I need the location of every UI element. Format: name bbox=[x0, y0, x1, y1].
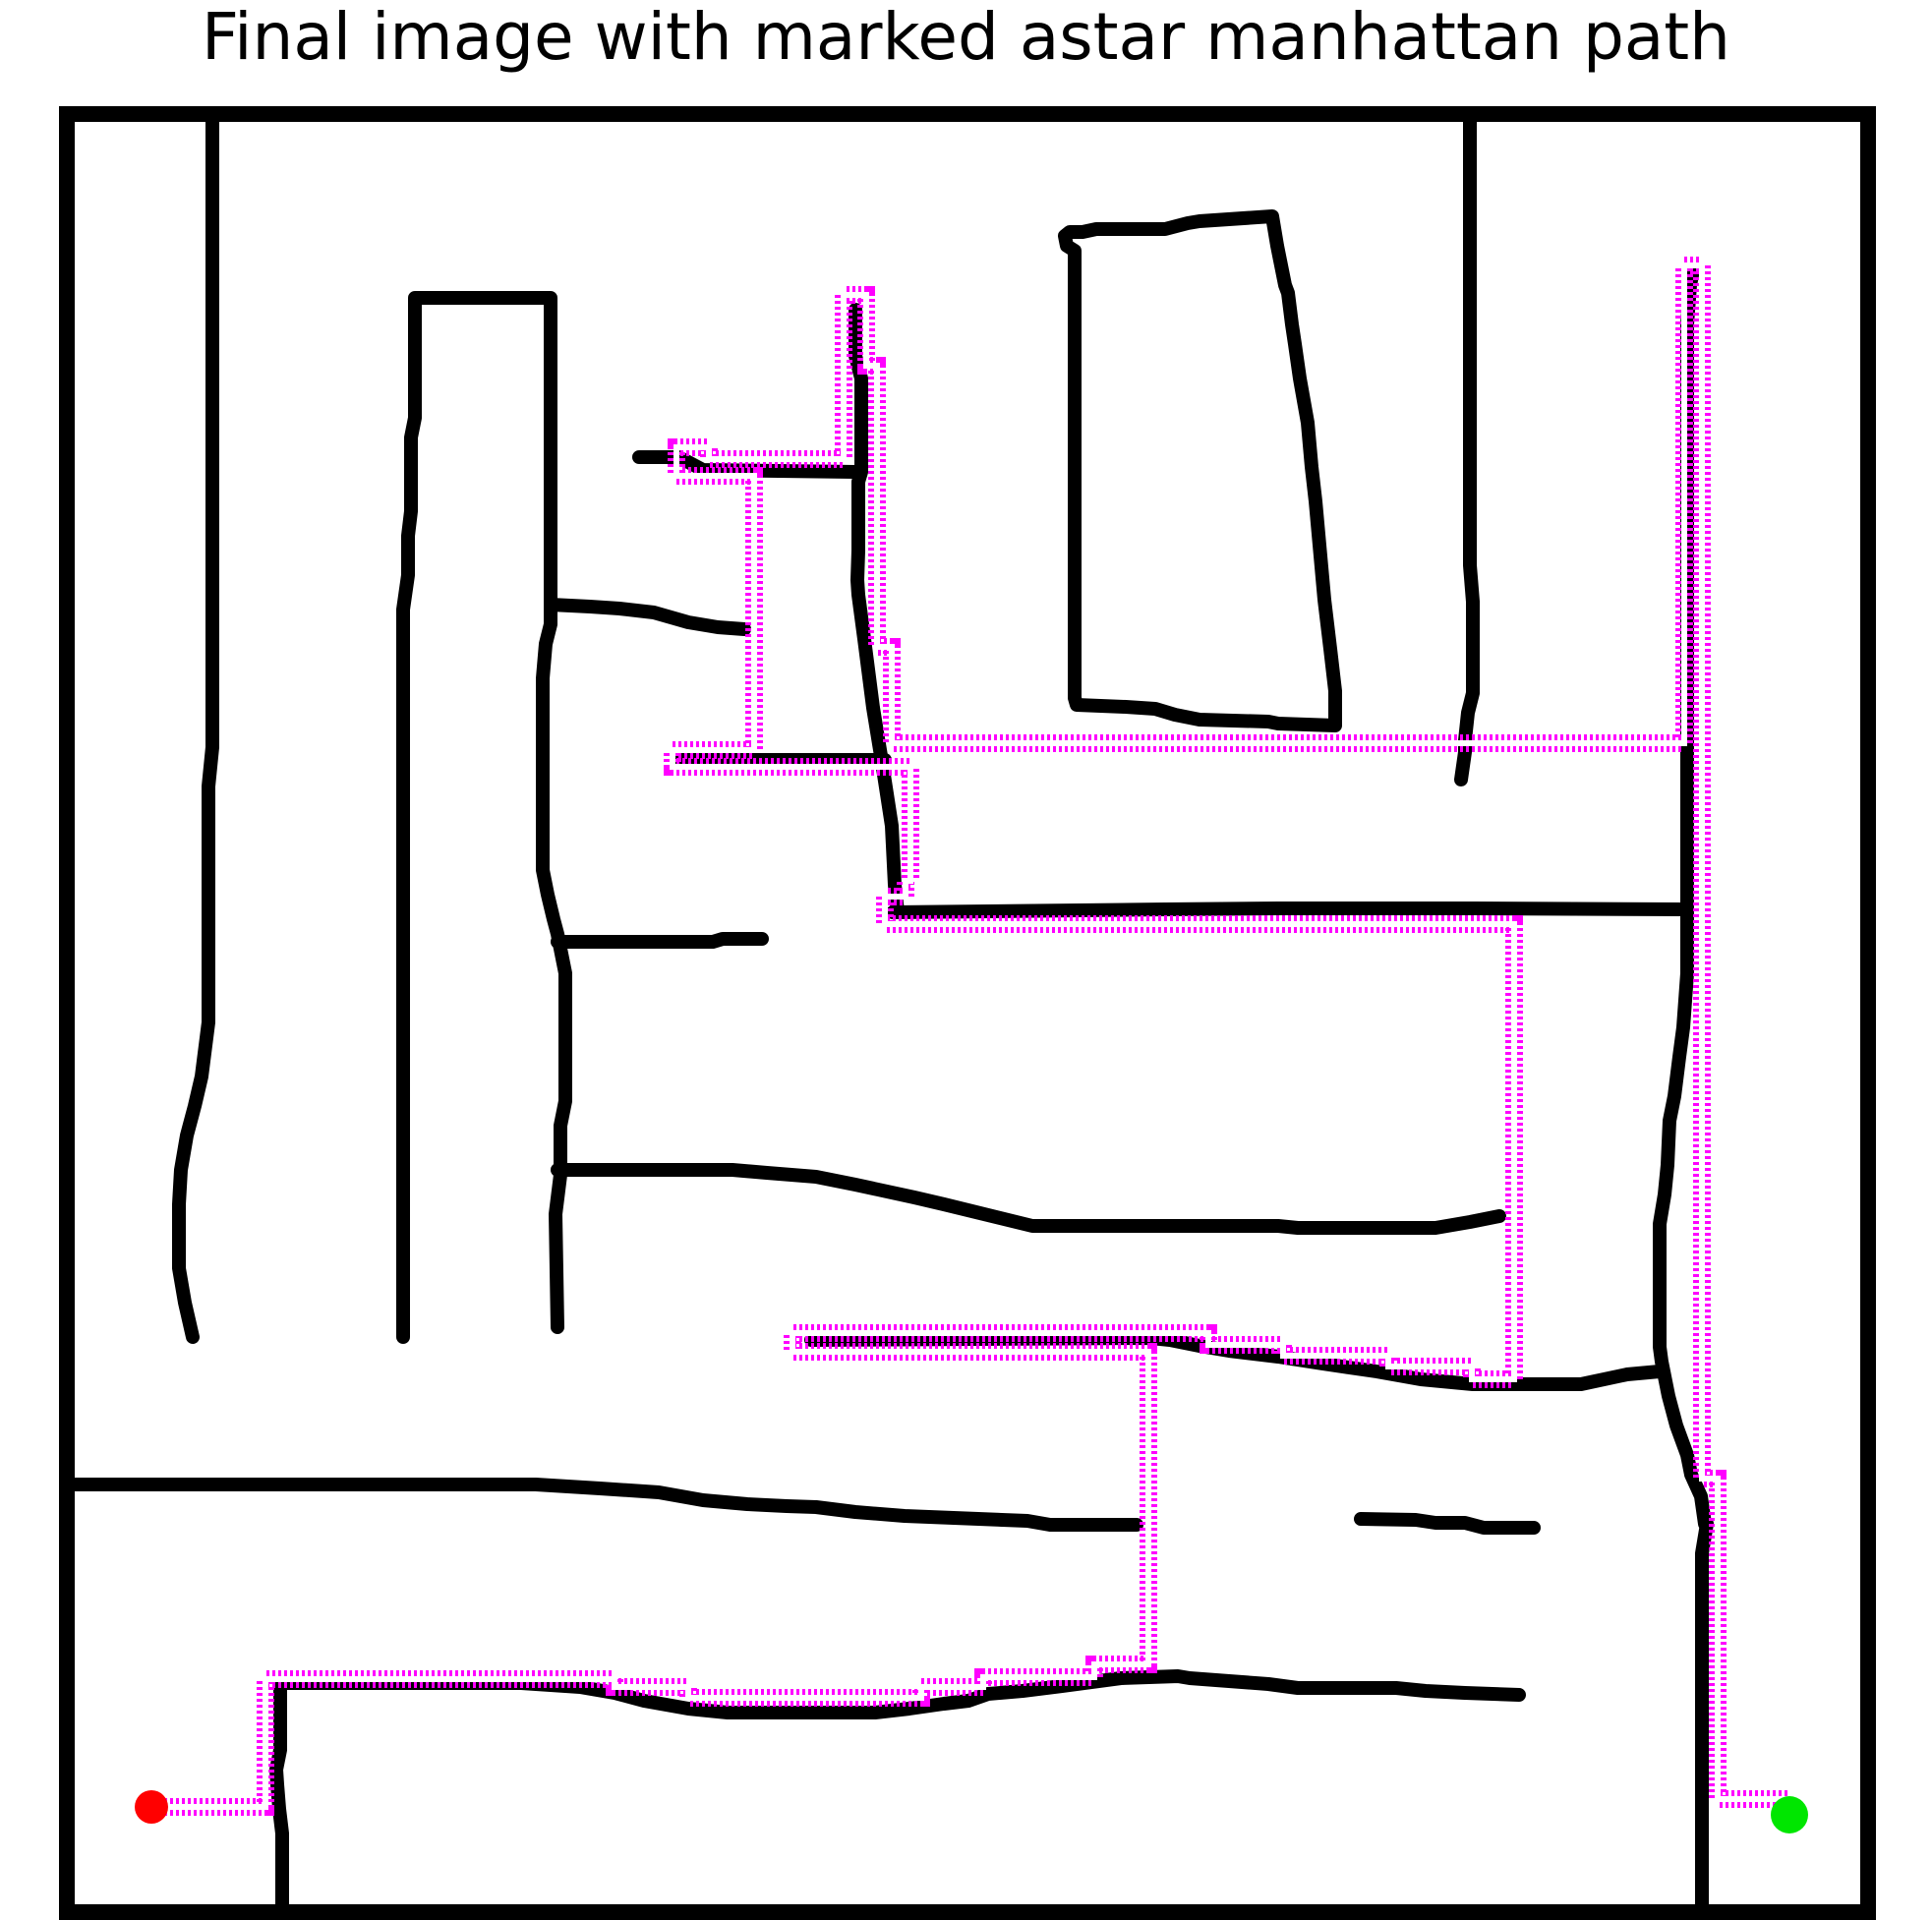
wall-lower-long bbox=[68, 1478, 1143, 1532]
wall-left-vertical bbox=[172, 115, 219, 1344]
wall-top-right-vertical bbox=[1454, 115, 1480, 786]
start-marker bbox=[135, 1790, 168, 1824]
wall-box bbox=[1058, 209, 1342, 732]
wall-long-wavy bbox=[551, 1163, 1506, 1235]
astar-path-core bbox=[152, 262, 1787, 1810]
maze-walls bbox=[68, 115, 1714, 1914]
maze-border bbox=[59, 106, 1876, 1920]
wall-right-lower-vertical bbox=[1695, 1517, 1714, 1914]
wall-stub-2 bbox=[551, 932, 769, 949]
wall-top-branch bbox=[849, 303, 905, 919]
goal-marker bbox=[1771, 1796, 1808, 1833]
figure-title: Final image with marked astar manhattan … bbox=[201, 0, 1731, 75]
astar-path bbox=[152, 257, 1787, 1816]
wall-left-pillar bbox=[396, 291, 572, 1344]
wall-stub-1 bbox=[544, 598, 751, 636]
wall-long-horizontal bbox=[886, 902, 1694, 919]
wall-small-dash bbox=[1354, 1512, 1541, 1535]
wall-bottom-long bbox=[269, 1669, 1526, 1914]
wall-right-stub bbox=[804, 1331, 1667, 1391]
wall-right-vertical bbox=[1653, 263, 1712, 1531]
